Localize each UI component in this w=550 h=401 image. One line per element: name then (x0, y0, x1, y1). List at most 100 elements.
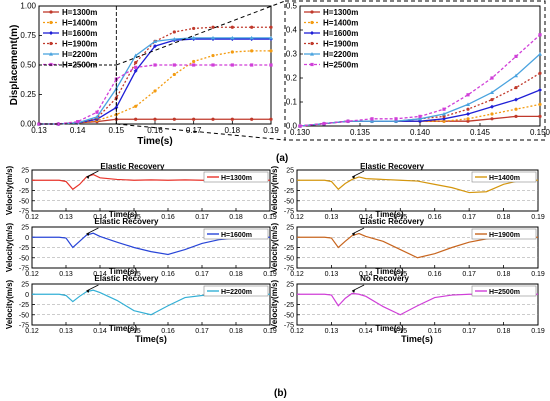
data-point (192, 117, 196, 121)
y-axis-title: Velocity(m/s) (270, 222, 279, 272)
x-tick-label: 0.18 (497, 271, 511, 278)
data-point (514, 54, 518, 58)
legend-box (471, 285, 537, 297)
x-tick-label: 0.14 (70, 126, 86, 135)
x-axis-title-bottom: Time(s) (135, 334, 167, 344)
data-point (192, 26, 196, 31)
legend-marker (310, 10, 314, 14)
velocity-panel: 250-25-50-750.12 0.13 0.14 0.15 0.16 0.17 0.18… (270, 162, 545, 221)
data-point (230, 35, 235, 40)
data-point (490, 76, 494, 80)
x-tick-label: 0.18 (229, 328, 243, 335)
y-tick-label: -50 (19, 255, 29, 262)
velocity-line (32, 232, 270, 256)
data-point (249, 35, 254, 40)
x-tick-label: 0.14 (359, 271, 373, 278)
data-point (172, 37, 177, 41)
x-tick-label: 0.14 (93, 328, 107, 335)
connector-line (116, 0, 286, 66)
legend-label: H=1300m (221, 175, 252, 182)
x-tick-label: 0.15 (393, 214, 407, 221)
y-tick-label: -50 (19, 198, 29, 205)
velocity-panel: 250-25-50-750.12 0.13 0.14 0.15 0.16 0.17 0.18… (270, 274, 545, 335)
data-point (442, 114, 446, 118)
x-tick-label: 0.16 (428, 271, 442, 278)
annotation-text: No Recovery (360, 274, 409, 283)
legend-label: H=2200m (323, 50, 358, 59)
y-tick-label: 0.2 (286, 74, 298, 83)
y-tick-label: -75 (19, 323, 29, 330)
y-tick-label: -50 (284, 198, 294, 205)
annotation-arrow (86, 284, 99, 292)
velocity-panel: 250-25-50-750.12 0.13 0.14 0.15 0.16 0.17 0.18… (5, 217, 277, 278)
annotation-text: Elastic Recovery (360, 162, 425, 171)
data-point (153, 39, 157, 43)
data-point (514, 86, 518, 90)
data-point (442, 119, 446, 123)
data-point (466, 112, 470, 116)
legend-marker (310, 62, 314, 67)
x-tick-label: 0.16 (161, 271, 175, 278)
data-point (250, 117, 254, 121)
data-point (191, 35, 196, 40)
x-tick-label: 0.135 (350, 128, 371, 137)
part-a-label: (a) (276, 153, 288, 164)
y-tick-label: 25 (21, 282, 29, 289)
legend-box (203, 171, 269, 183)
y-tick-label: 25 (21, 168, 29, 175)
data-point (153, 44, 157, 49)
annotation-arrow (86, 170, 99, 178)
data-point (322, 122, 326, 126)
data-point (394, 117, 398, 121)
data-point (211, 53, 215, 58)
x-tick-label: 0.15 (109, 126, 125, 135)
y-tick-label: 25 (21, 225, 29, 232)
data-point (346, 119, 350, 123)
y-tick-label: -50 (284, 255, 294, 262)
data-point (298, 124, 302, 128)
x-tick-label: 0.14 (93, 271, 107, 278)
x-tick-label: 0.19 (263, 328, 277, 335)
x-tick-label: 0.17 (462, 271, 476, 278)
velocity-panel: 250-25-50-750.12 0.13 0.14 0.15 0.16 0.17 0.18… (5, 274, 277, 335)
x-tick-label: 0.12 (25, 214, 39, 221)
velocity-panels: 250-25-50-750.12 0.13 0.14 0.15 0.16 0.17 0.18… (5, 162, 545, 344)
data-point (490, 112, 494, 116)
y-tick-label: 0 (25, 178, 29, 185)
y-tick-label: 25 (286, 282, 294, 289)
y-tick-label: -25 (284, 188, 294, 195)
data-point (95, 110, 99, 114)
legend-label: H=2500m (489, 289, 520, 296)
data-point (466, 119, 470, 123)
data-point (538, 102, 542, 106)
x-tick-label: 0.130 (290, 128, 311, 137)
data-point (250, 49, 254, 53)
y-tick-label: 0.50 (20, 61, 36, 70)
y-tick-label: -25 (284, 245, 294, 252)
data-point (230, 50, 234, 54)
y-tick-label: 0.75 (20, 31, 36, 40)
legend-box (471, 171, 537, 183)
x-tick-label: 0.13 (325, 328, 339, 335)
y-tick-label: -75 (284, 323, 294, 330)
x-tick-label: 0.18 (225, 126, 241, 135)
legend-marker (49, 52, 53, 56)
x-tick-label: 0.12 (290, 214, 304, 221)
data-point (490, 90, 494, 94)
annotation-arrowhead (86, 232, 90, 236)
data-point (211, 25, 215, 29)
x-tick-label: 0.12 (25, 328, 39, 335)
data-point (394, 119, 398, 123)
annotation-arrowhead (352, 175, 356, 179)
y-tick-label: 0.1 (286, 98, 298, 107)
data-point (172, 63, 176, 67)
legend-box (203, 285, 269, 297)
x-tick-label: 0.18 (229, 214, 243, 221)
x-tick-label: 0.16 (428, 328, 442, 335)
y-tick-label: -75 (284, 209, 294, 216)
annotation-arrowhead (86, 175, 90, 179)
x-tick-label: 0.17 (186, 126, 202, 135)
data-point (466, 93, 470, 97)
y-tick-label: 25 (286, 168, 294, 175)
data-point (230, 25, 234, 29)
